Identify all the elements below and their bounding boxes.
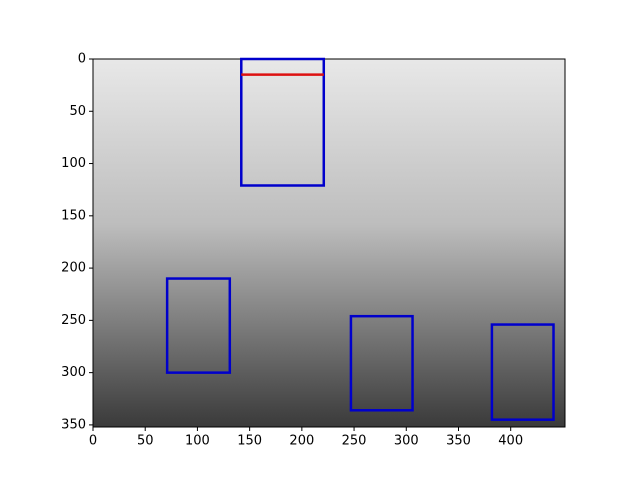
bounding-box	[240, 57, 326, 187]
bounding-box	[165, 277, 232, 374]
x-tick-label: 250	[342, 434, 367, 449]
y-tick-label: 350	[61, 417, 86, 432]
y-tick-label: 150	[61, 208, 86, 223]
x-tick-label: 300	[394, 434, 419, 449]
x-tick-label: 50	[137, 434, 154, 449]
y-tick-label: 300	[61, 365, 86, 380]
axes: 0 50 100 150 200 250 300 350 400 0 50 100 150 200 250 3…	[61, 52, 566, 449]
x-tick-label: 150	[237, 434, 262, 449]
bounding-box	[490, 323, 555, 421]
x-tick-label: 0	[89, 434, 97, 449]
y-tick-label: 0	[78, 52, 86, 67]
y-tick-label: 250	[61, 313, 86, 328]
y-tick-label: 50	[69, 104, 86, 119]
y-tick-label: 100	[61, 156, 86, 171]
photo	[93, 59, 565, 427]
x-tick-label: 200	[289, 434, 314, 449]
x-tick-label: 350	[446, 434, 471, 449]
x-tick-label: 100	[185, 434, 210, 449]
axes-frame	[92, 58, 566, 428]
y-tick-label: 200	[61, 261, 86, 276]
x-tick-label: 400	[498, 434, 523, 449]
bounding-box	[349, 314, 414, 412]
